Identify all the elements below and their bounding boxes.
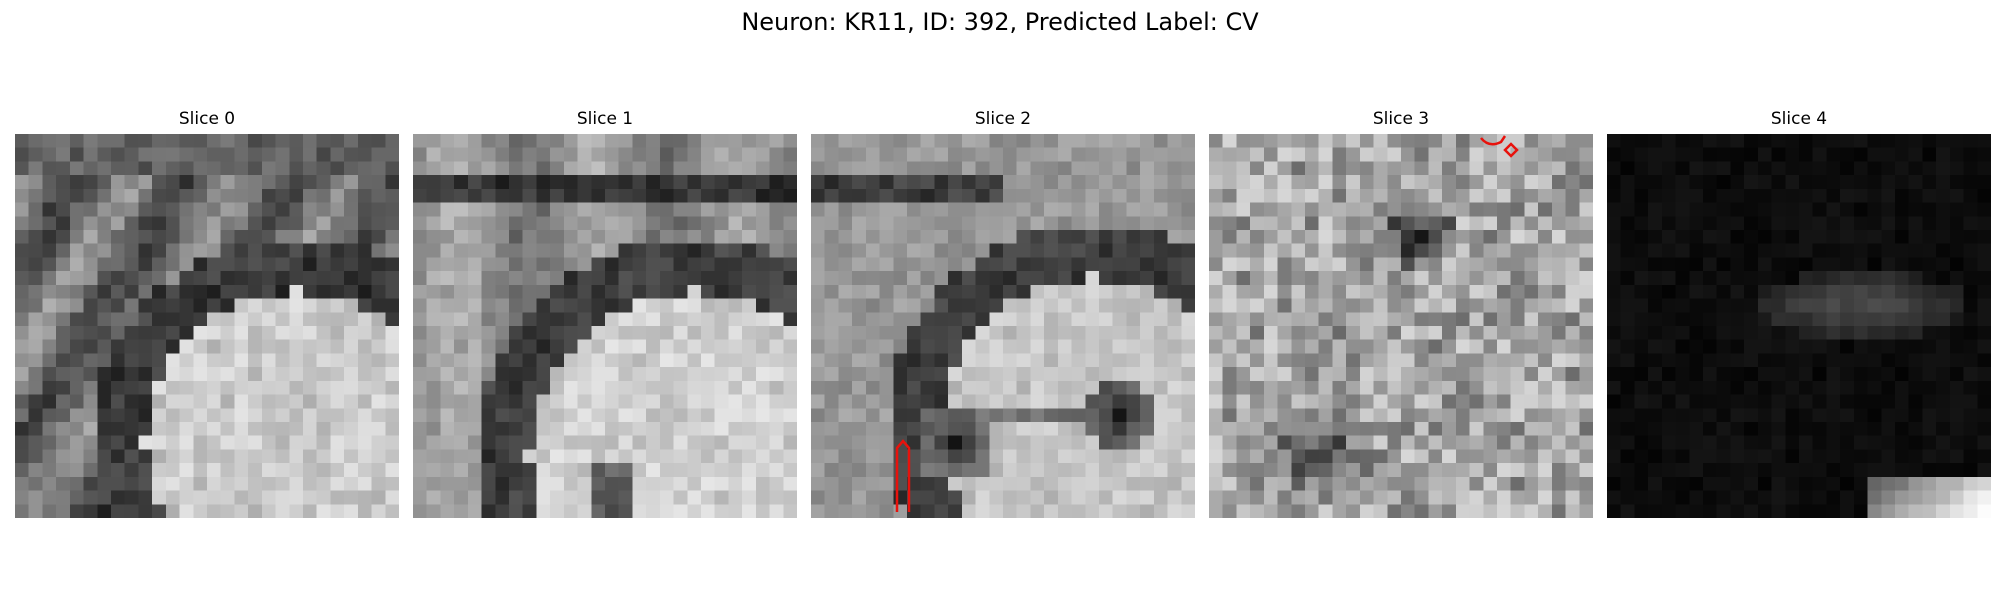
slice-title-1: Slice 1	[576, 109, 634, 129]
slice-panel-0: Slice 0	[15, 108, 399, 518]
slice-title-4: Slice 4	[1770, 109, 1828, 129]
slice-image-1	[413, 134, 797, 518]
slice-panel-2: Slice 2	[811, 108, 1195, 518]
slice-image-3	[1209, 134, 1593, 518]
figure-title: Neuron: KR11, ID: 392, Predicted Label: …	[741, 8, 1259, 36]
slice-image-4	[1607, 134, 1991, 518]
slice-title-2: Slice 2	[974, 109, 1032, 129]
slice-panel-3: Slice 3	[1209, 108, 1593, 518]
slice-image-2	[811, 134, 1195, 518]
slice-title-3: Slice 3	[1372, 109, 1430, 129]
slice-panel-4: Slice 4	[1607, 108, 1991, 518]
slice-panel-1: Slice 1	[413, 108, 797, 518]
slice-image-0	[15, 134, 399, 518]
slice-title-0: Slice 0	[178, 109, 236, 129]
